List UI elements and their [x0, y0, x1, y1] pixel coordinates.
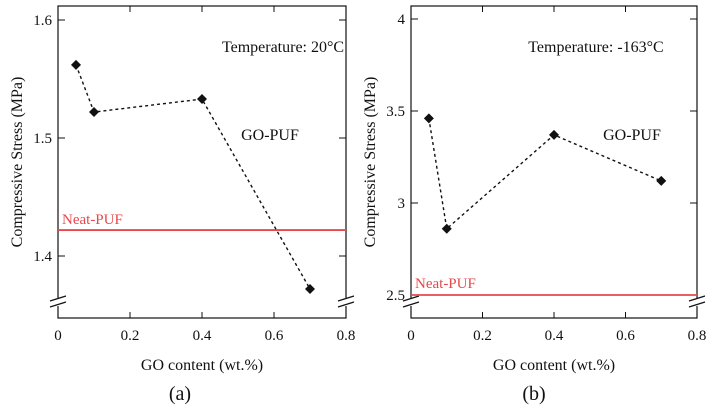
- marks-a: [58, 59, 346, 295]
- axis-break-mark: [49, 301, 67, 308]
- go-puf-series-line: [428, 118, 662, 231]
- series-label-b: GO-PUF: [603, 127, 661, 144]
- data-point: [71, 59, 81, 70]
- ticks-b: 0 0.2 0.4 0.6 0.8 2.5 3 3.5 4: [386, 6, 706, 344]
- axis-break-mark: [688, 301, 706, 308]
- axis-break-gap: [404, 298, 418, 306]
- x-tick-label: 0.2: [121, 328, 140, 344]
- y-tick-label: 1.4: [33, 249, 52, 265]
- panel-b: 0 0.2 0.4 0.6 0.8 2.5 3 3.5 4 Temperature: -163°…: [362, 5, 706, 405]
- x-tick-label: 0: [54, 328, 62, 344]
- go-puf-series-line: [75, 64, 311, 290]
- data-point: [441, 223, 452, 234]
- x-tick-label: 0: [407, 328, 415, 344]
- axis-break-mark: [337, 301, 355, 308]
- x-tick-label: 0.8: [337, 328, 356, 344]
- x-tick-label: 0.6: [616, 328, 635, 344]
- data-point: [89, 107, 99, 118]
- axis-break-mark: [49, 295, 67, 302]
- x-tick-label: 0.4: [545, 328, 564, 344]
- y-axis-label-a: Compressive Stress (MPa): [9, 77, 26, 248]
- marks-b: [411, 113, 697, 296]
- axis-break-mark: [337, 295, 355, 302]
- axis-break-mark: [402, 301, 420, 308]
- annotation-a: Temperature: 20°C: [222, 39, 344, 56]
- ticks-a: 0 0.2 0.4 0.6 0.8 1.4 1.5 1.6: [33, 6, 355, 344]
- axis-break-mark: [402, 295, 420, 302]
- data-point: [197, 94, 207, 105]
- ref-label-a: Neat-PUF: [62, 212, 123, 228]
- panel-a: 0 0.2 0.4 0.6 0.8 1.4 1.5 1.6 Temperature: 20°C…: [9, 5, 355, 405]
- y-tick-label: 4: [398, 12, 406, 28]
- panel-label-a: (a): [169, 383, 191, 405]
- y-tick-label: 2.5: [386, 288, 405, 304]
- x-tick-label: 0.2: [473, 328, 492, 344]
- x-axis-label-a: GO content (wt.%): [141, 357, 263, 374]
- axis-break-gap: [339, 298, 353, 306]
- axis-break-gap: [690, 298, 704, 306]
- x-tick-label: 0.4: [193, 328, 212, 344]
- ref-label-b: Neat-PUF: [415, 276, 476, 292]
- axis-break-mark: [688, 295, 706, 302]
- x-tick-label: 0.8: [688, 328, 707, 344]
- y-tick-label: 1.6: [33, 13, 52, 29]
- data-point: [305, 284, 315, 295]
- y-axis-label-b: Compressive Stress (MPa): [362, 77, 379, 248]
- data-point: [549, 129, 559, 140]
- series-label-a: GO-PUF: [241, 127, 299, 144]
- data-point: [656, 175, 667, 186]
- annotation-b: Temperature: -163°C: [528, 39, 663, 56]
- data-point: [423, 113, 434, 124]
- panel-label-b: (b): [522, 383, 545, 405]
- axis-break-gap: [51, 298, 65, 306]
- x-tick-label: 0.6: [265, 328, 284, 344]
- y-tick-label: 3: [398, 196, 406, 212]
- y-tick-label: 3.5: [386, 104, 405, 120]
- x-axis-label-b: GO content (wt.%): [493, 357, 615, 374]
- y-tick-label: 1.5: [33, 131, 52, 147]
